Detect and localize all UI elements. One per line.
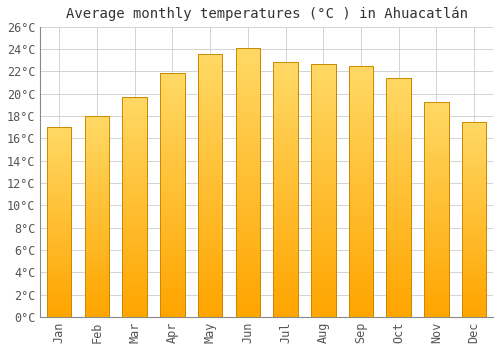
Bar — [198, 54, 222, 317]
Bar — [84, 116, 109, 317]
Bar — [462, 121, 486, 317]
Bar — [198, 54, 222, 317]
Bar — [160, 72, 184, 317]
Bar — [274, 63, 298, 317]
Bar — [386, 78, 411, 317]
Bar — [348, 66, 374, 317]
Bar — [348, 66, 374, 317]
Bar — [462, 121, 486, 317]
Title: Average monthly temperatures (°C ) in Ahuacatlán: Average monthly temperatures (°C ) in Ah… — [66, 7, 468, 21]
Bar — [236, 48, 260, 317]
Bar — [386, 78, 411, 317]
Bar — [274, 63, 298, 317]
Bar — [311, 64, 336, 317]
Bar — [424, 102, 448, 317]
Bar — [47, 127, 72, 317]
Bar — [122, 97, 147, 317]
Bar — [160, 72, 184, 317]
Bar — [122, 97, 147, 317]
Bar — [84, 116, 109, 317]
Bar — [236, 48, 260, 317]
Bar — [311, 64, 336, 317]
Bar — [47, 127, 72, 317]
Bar — [424, 102, 448, 317]
